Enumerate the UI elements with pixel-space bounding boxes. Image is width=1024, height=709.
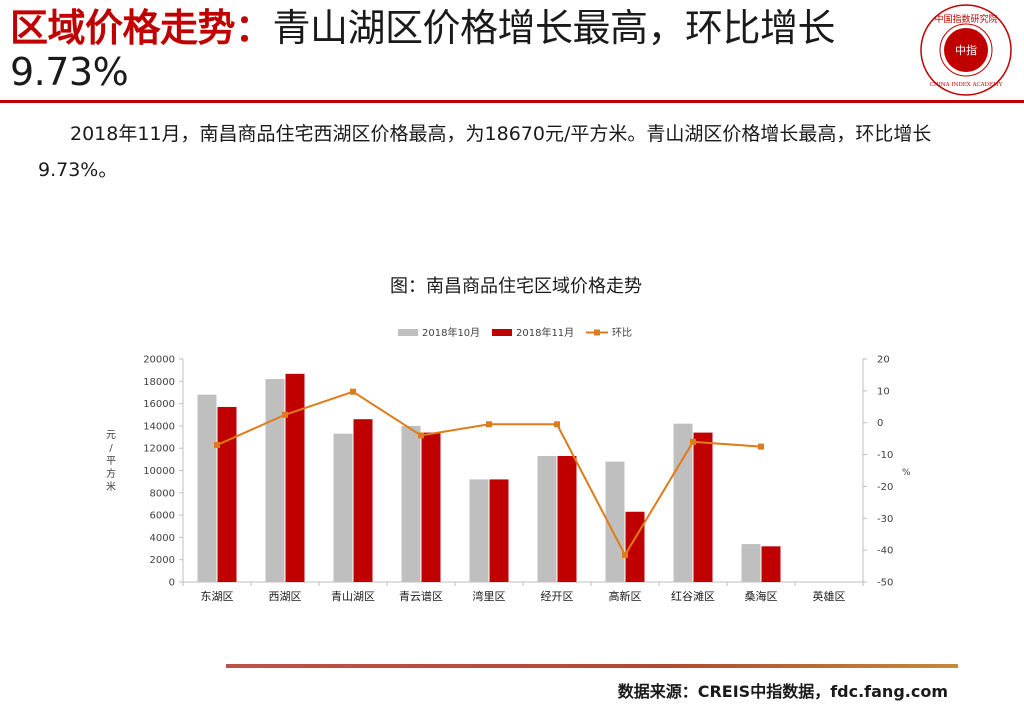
data-source: 数据来源：CREIS中指数据，fdc.fang.com [617,682,948,701]
bar-s2-7 [693,432,713,582]
y-tick-label-10: 20000 [143,355,175,366]
bar-s2-8 [761,546,781,582]
y2-tick-label-4: -10 [877,450,893,461]
y-tick-label-0: 0 [169,578,175,589]
x-tick-label-4: 湾里区 [473,589,506,603]
bar-s2-5 [557,456,577,582]
bar-s2-6 [625,511,645,582]
bar-s2-4 [489,479,509,582]
mom-point-1 [282,411,288,418]
mom-point-8 [758,443,764,450]
x-tick-label-6: 高新区 [609,589,642,603]
bar-s2-0 [217,406,237,582]
footer-divider [226,664,958,668]
legend-marker-3 [594,329,600,336]
y-axis-label-char-2: 平 [106,456,116,467]
y-tick-label-5: 10000 [143,466,175,477]
x-tick-label-3: 青云谱区 [399,589,443,603]
bar-s1-6 [605,461,625,582]
x-tick-label-0: 东湖区 [201,590,234,603]
x-tick-label-5: 经开区 [541,590,574,603]
logo-english-text: CHINA INDEX ACADEMY [930,82,1003,88]
title-rest: 青山湖区价格增长最高，环比增长9.73% [10,6,836,94]
logo-ring-text: 中国指数研究院 [934,13,997,25]
y-tick-label-7: 14000 [143,421,175,432]
summary-paragraph: 2018年11月，南昌商品住宅西湖区价格最高，为18670元/平方米。青山湖区价… [38,123,932,181]
y2-tick-label-2: -30 [877,514,893,525]
mom-point-5 [554,421,560,428]
y-tick-label-4: 8000 [150,488,175,499]
china-index-academy-logo: 中国指数研究院 中指 CHINA INDEX ACADEMY [920,4,1012,96]
y-tick-label-1: 2000 [150,555,175,566]
y-tick-label-2: 4000 [150,533,175,544]
bar-s1-7 [673,423,693,582]
bar-s1-3 [401,425,421,582]
legend-label-3: 环比 [612,327,632,339]
y2-tick-label-1: -40 [877,546,893,557]
x-tick-label-8: 桑海区 [745,589,778,603]
logo-center-text: 中指 [955,43,977,57]
legend-label-2: 2018年11月 [516,326,574,339]
mom-point-0 [214,442,220,449]
bar-s2-3 [421,432,441,582]
bar-s1-0 [197,394,217,582]
mom-point-6 [622,551,628,558]
mom-point-2 [350,388,356,395]
mom-point-4 [486,421,492,428]
title-highlight: 区域价格走势： [10,6,273,50]
y2-tick-label-6: 10 [877,386,890,397]
bar-s1-4 [469,479,489,582]
legend-swatch-2 [492,329,512,336]
mom-point-3 [418,432,424,439]
legend-swatch-1 [398,329,418,336]
legend-label-1: 2018年10月 [422,326,480,339]
y-tick-label-9: 18000 [143,377,175,388]
y2-tick-label-3: -20 [877,482,893,493]
x-tick-label-1: 西湖区 [269,590,302,603]
x-tick-label-9: 英雄区 [813,589,846,603]
y-axis-label-char-4: 米 [106,480,116,493]
y2-tick-label-7: 20 [877,355,890,366]
bar-s1-2 [333,433,353,582]
y-tick-label-3: 6000 [150,511,175,522]
bar-s2-2 [353,419,373,582]
header-divider [0,100,1024,103]
y-axis-label-char-3: 方 [106,467,116,480]
bar-s1-1 [265,379,285,582]
chart-title: 图：南昌商品住宅区域价格走势 [390,276,642,297]
bar-s1-5 [537,456,557,582]
y2-tick-label-5: 0 [877,418,883,429]
bar-s2-1 [285,373,305,582]
x-tick-label-2: 青山湖区 [331,590,375,603]
y-axis-label-char-1: / [109,443,113,454]
x-tick-label-7: 红谷滩区 [671,589,715,603]
y-axis-label-char-0: 元 [106,430,116,441]
y2-axis-label: % [902,468,911,478]
bar-s1-8 [741,544,761,582]
y2-tick-label-0: -50 [877,578,893,589]
page-title: 区域价格走势：青山湖区价格增长最高，环比增长9.73% [10,6,910,94]
price-trend-chart: 图：南昌商品住宅区域价格走势 2018年10月 2018年11月 环比 0 2000 400… [106,276,911,603]
mom-point-7 [690,438,696,445]
y-tick-label-6: 12000 [143,444,175,455]
y-tick-label-8: 16000 [143,399,175,410]
